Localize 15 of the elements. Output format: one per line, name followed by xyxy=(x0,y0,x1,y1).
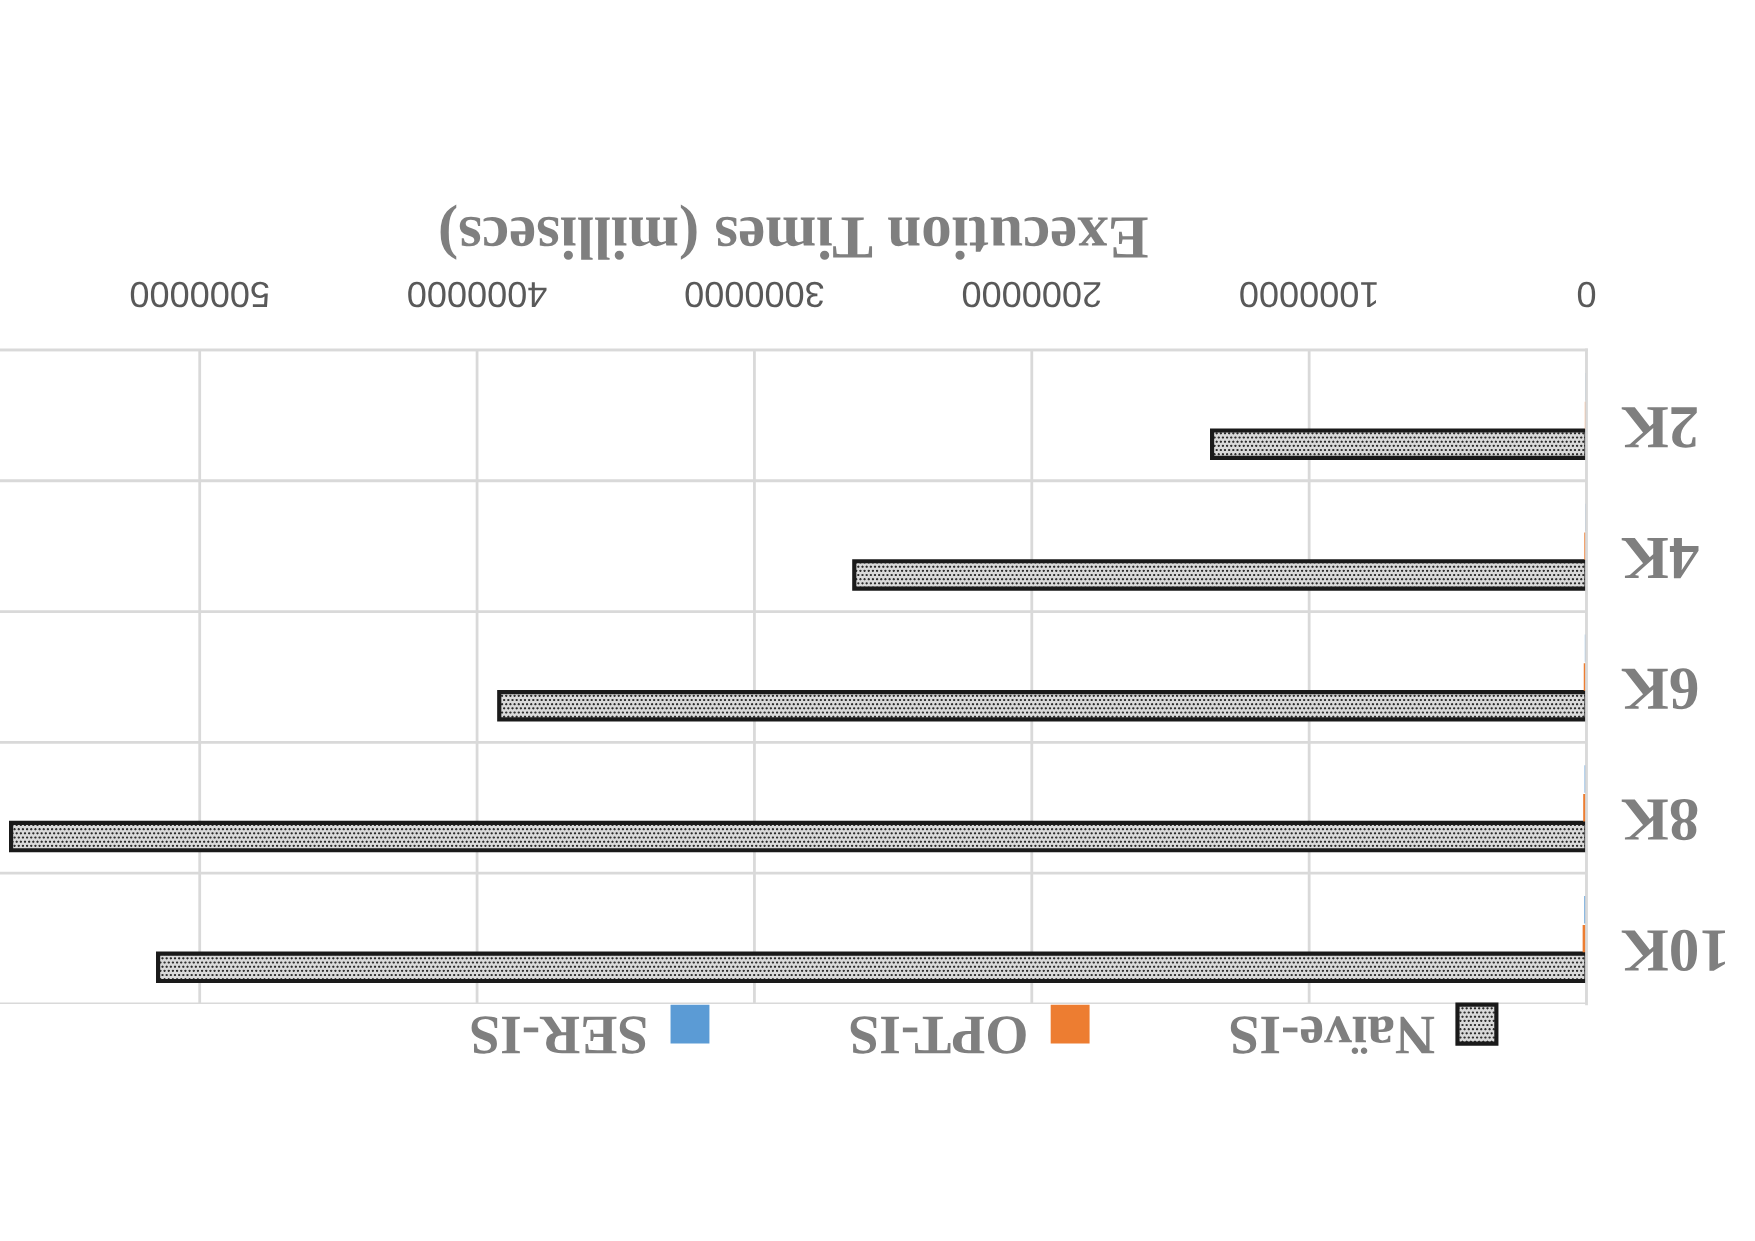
legend-label: OPT-IS xyxy=(850,1016,1026,1054)
legend-label: SER-IS xyxy=(471,1016,646,1054)
x-tick-label: 1000000 xyxy=(1240,281,1377,308)
y-tick-label: 2K xyxy=(1621,407,1697,448)
y-tick-label: 4K xyxy=(1621,537,1699,579)
y-tick-label: 6K xyxy=(1621,668,1698,710)
x-tick-label: 4000000 xyxy=(408,281,547,308)
y-tick-label: 8K xyxy=(1621,798,1698,841)
x-tick-label: 0 xyxy=(1577,281,1596,308)
legend-label: Naïve-IS xyxy=(1230,1016,1435,1054)
x-tick-label: 3000000 xyxy=(685,281,824,308)
y-tick-label: 10K xyxy=(1621,929,1725,972)
x-axis-title: Execution Times (millisecs) xyxy=(440,204,1148,260)
x-tick-label: 5000000 xyxy=(130,281,269,308)
x-tick-label: 2000000 xyxy=(962,281,1101,308)
